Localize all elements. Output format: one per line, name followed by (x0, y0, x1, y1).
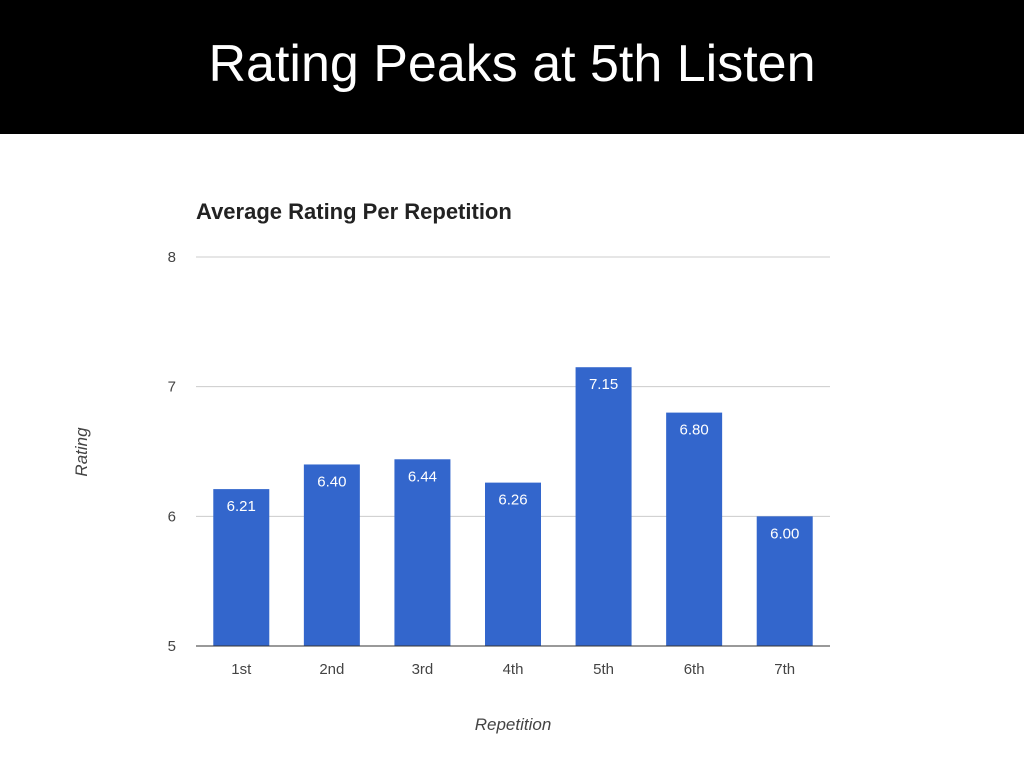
bar (756, 516, 813, 646)
y-tick-label: 8 (168, 249, 176, 266)
y-axis-ticks: 5 6 7 8 (168, 249, 176, 655)
chart-title: Average Rating Per Repetition (196, 199, 512, 224)
y-tick-label: 5 (168, 638, 176, 655)
bars: 6.21 6.40 6.44 6.26 7.15 6.80 6.00 (196, 367, 830, 647)
data-label: 7.15 (589, 376, 618, 393)
y-axis-title: Rating (72, 427, 91, 477)
x-axis-ticks: 1st 2nd 3rd 4th 5th 6th 7th (231, 661, 795, 678)
bar (394, 459, 451, 646)
x-tick-label: 1st (231, 661, 252, 678)
y-tick-label: 6 (168, 508, 176, 525)
data-label: 6.00 (770, 525, 799, 542)
data-label: 6.44 (408, 468, 437, 485)
bar (666, 412, 723, 646)
data-label: 6.21 (227, 498, 256, 515)
x-tick-label: 7th (774, 661, 795, 678)
bar (575, 367, 632, 646)
x-tick-label: 5th (593, 661, 614, 678)
x-axis-title: Repetition (475, 715, 552, 734)
slide-title: Rating Peaks at 5th Listen (208, 35, 816, 93)
data-label: 6.40 (317, 473, 346, 490)
bar (485, 482, 541, 646)
data-label: 6.80 (680, 422, 709, 439)
bar (303, 464, 360, 646)
x-tick-label: 4th (503, 661, 524, 678)
y-tick-label: 7 (168, 379, 176, 396)
x-tick-label: 2nd (319, 661, 344, 678)
bar (213, 489, 270, 646)
x-tick-label: 3rd (412, 661, 434, 678)
data-label: 6.26 (498, 492, 527, 509)
slide-header: Rating Peaks at 5th Listen (0, 0, 1024, 134)
x-tick-label: 6th (684, 661, 705, 678)
